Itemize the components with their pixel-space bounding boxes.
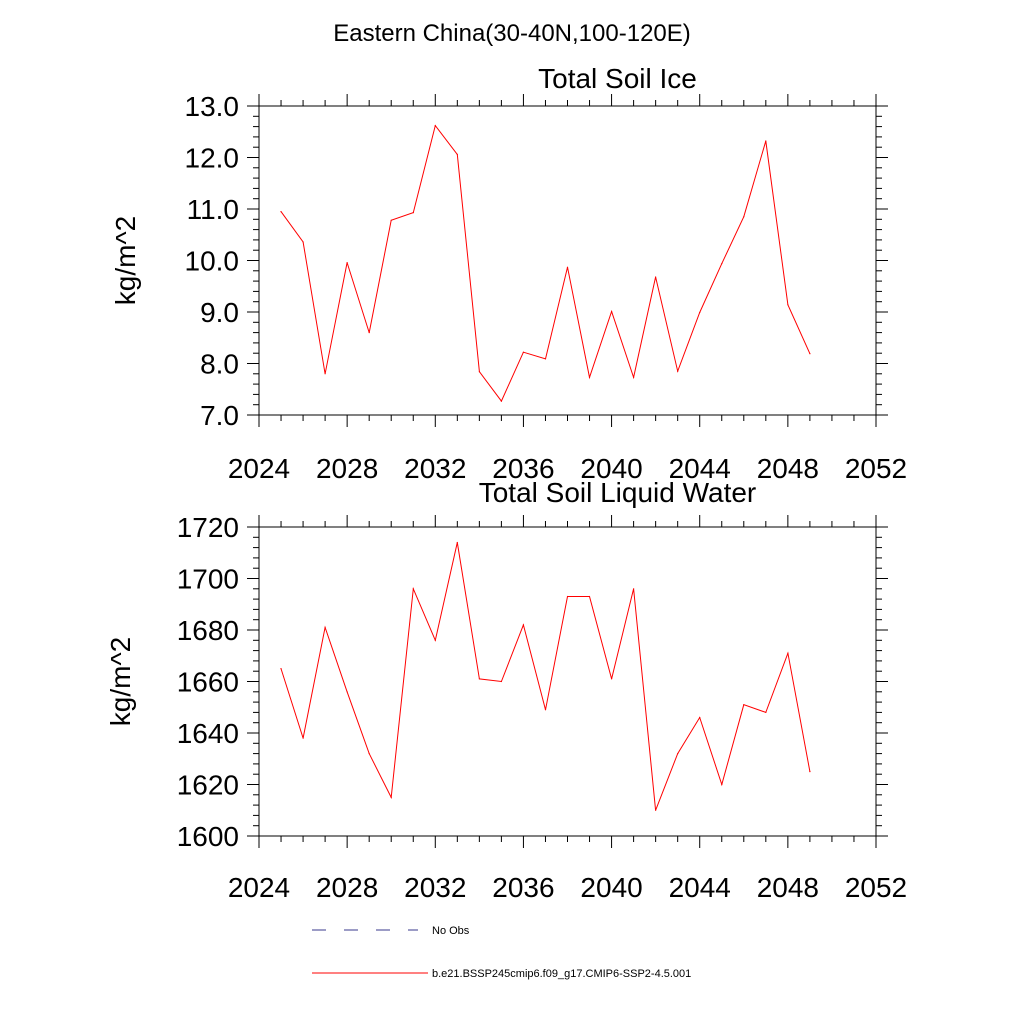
x-tick-label: 2036: [492, 872, 554, 903]
legend-label-no-obs: No Obs: [432, 925, 470, 937]
data-point: [677, 370, 679, 372]
data-point: [280, 211, 282, 213]
data-point: [412, 212, 414, 214]
data-point: [346, 691, 348, 693]
data-point: [566, 595, 569, 598]
y-axis-label: kg/m^2: [110, 216, 141, 305]
data-point: [787, 652, 789, 654]
y-tick-label: 11.0: [187, 194, 239, 225]
data-point: [434, 639, 436, 641]
plot-frame: [258, 526, 877, 837]
figure-main-title: Eastern China(30-40N,100-120E): [333, 20, 691, 47]
data-point: [346, 262, 348, 264]
data-point: [721, 263, 723, 265]
x-tick-label: 2048: [757, 453, 819, 484]
data-point: [611, 678, 613, 680]
data-point: [324, 626, 326, 629]
data-point: [302, 737, 304, 739]
data-point: [809, 771, 811, 773]
data-point: [611, 310, 613, 313]
data-point: [544, 709, 547, 711]
data-point: [655, 809, 657, 811]
data-point: [302, 241, 304, 243]
data-point: [478, 371, 480, 373]
data-point: [390, 219, 392, 221]
data-point: [522, 351, 525, 353]
data-point: [456, 541, 458, 544]
data-point: [633, 588, 635, 590]
data-point: [478, 678, 480, 680]
data-point: [721, 783, 723, 786]
x-tick-label: 2044: [669, 872, 731, 903]
x-tick-label: 2032: [404, 453, 466, 484]
plot-frame: [258, 105, 877, 416]
data-point: [655, 276, 657, 278]
x-tick-label: 2052: [845, 872, 907, 903]
panel-total-soil-ice: Total Soil Ice kg/m^2 2024 2028 2032 2036 2040…: [110, 63, 907, 484]
data-point: [456, 153, 458, 155]
data-point: [280, 668, 282, 670]
x-tick-label: 2024: [228, 872, 290, 903]
data-point: [434, 125, 436, 127]
data-point: [522, 624, 525, 626]
x-tick-label: 2040: [580, 872, 642, 903]
data-point: [500, 400, 502, 402]
x-tick-label: 2048: [757, 872, 819, 903]
legend: No Obs b.e21.BSSP245cmip6.f09_g17.CMIP6-…: [312, 925, 691, 980]
y-tick-label: 7.0: [200, 400, 239, 431]
x-tick-label: 2032: [404, 872, 466, 903]
data-point: [500, 680, 502, 683]
data-point: [588, 595, 591, 598]
panel-title: Total Soil Liquid Water: [479, 477, 757, 508]
y-tick-label: 13.0: [185, 91, 240, 122]
y-tick-label: 1600: [177, 821, 239, 852]
data-point: [699, 716, 701, 719]
data-point: [787, 304, 789, 306]
data-point: [743, 704, 745, 706]
y-tick-label: 9.0: [200, 297, 239, 328]
y-tick-label: 10.0: [185, 246, 240, 277]
legend-label-model-run: b.e21.BSSP245cmip6.f09_g17.CMIP6-SSP2-4.…: [432, 968, 691, 980]
data-point: [677, 753, 679, 755]
data-point: [699, 311, 701, 314]
data-point: [544, 358, 547, 360]
data-point: [412, 588, 414, 590]
data-point: [809, 353, 811, 355]
x-tick-label: 2024: [228, 453, 290, 484]
data-point: [765, 711, 767, 714]
data-point: [368, 753, 370, 755]
data-point: [633, 376, 635, 378]
y-tick-label: 1680: [177, 615, 239, 646]
data-point: [765, 140, 767, 142]
x-tick-label: 2040: [580, 453, 642, 484]
data-point: [368, 332, 370, 334]
y-axis-label: kg/m^2: [105, 637, 136, 726]
data-point: [324, 373, 326, 375]
x-tick-label: 2028: [316, 872, 378, 903]
data-point: [566, 266, 569, 268]
x-tick-label: 2044: [669, 453, 731, 484]
y-tick-label: 1620: [177, 770, 239, 801]
data-point: [390, 796, 392, 799]
x-tick-label: 2036: [492, 453, 554, 484]
y-tick-label: 1720: [177, 512, 239, 543]
series-line: [280, 124, 811, 403]
x-tick-label: 2028: [316, 453, 378, 484]
x-tick-label: 2052: [845, 453, 907, 484]
y-tick-label: 1640: [177, 718, 239, 749]
y-tick-label: 1700: [177, 564, 239, 595]
y-tick-label: 1660: [177, 667, 239, 698]
panel-total-soil-liquid-water: Total Soil Liquid Water kg/m^2 2024 2028 203…: [105, 477, 907, 903]
data-point: [588, 376, 591, 378]
y-tick-label: 8.0: [200, 349, 239, 380]
data-point: [743, 216, 745, 218]
panel-title: Total Soil Ice: [538, 63, 697, 94]
series-line: [280, 542, 811, 811]
y-tick-label: 12.0: [185, 143, 240, 174]
